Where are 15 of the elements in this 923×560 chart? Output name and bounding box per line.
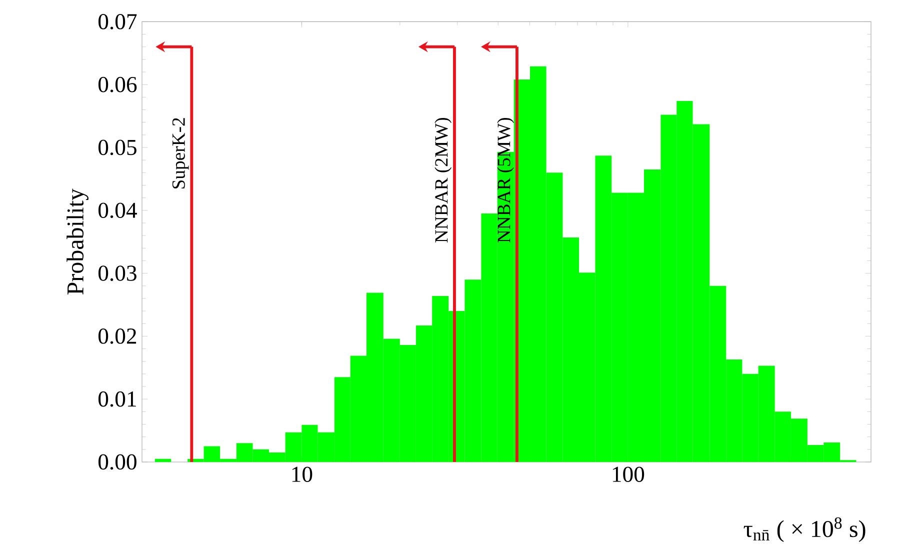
y-tick-label: 0.00 bbox=[98, 454, 136, 470]
ref-line-label: SuperK-2 bbox=[172, 118, 189, 188]
y-tick-label: 0.03 bbox=[98, 266, 136, 281]
y-tick-label: 0.05 bbox=[98, 140, 136, 156]
y-tick-label: 0.06 bbox=[98, 76, 137, 92]
y-tick-label: 0.04 bbox=[98, 202, 137, 218]
x-axis-title: τ$_{nn̄}$ ( × 10$^{8}$ s) bbox=[744, 517, 866, 542]
y-axis-title: Probability bbox=[66, 188, 88, 294]
y-tick-label: 0.02 bbox=[98, 328, 136, 344]
y-tick-label: 0.01 bbox=[98, 391, 136, 407]
ref-line-label: NNBAR (5MW) bbox=[497, 118, 514, 243]
x-tick-label: 100 bbox=[612, 466, 644, 482]
ref-line-label: NNBAR (2MW) bbox=[434, 118, 452, 243]
y-tick-label: 0.07 bbox=[98, 14, 137, 30]
x-tick-label: 10 bbox=[292, 466, 312, 482]
